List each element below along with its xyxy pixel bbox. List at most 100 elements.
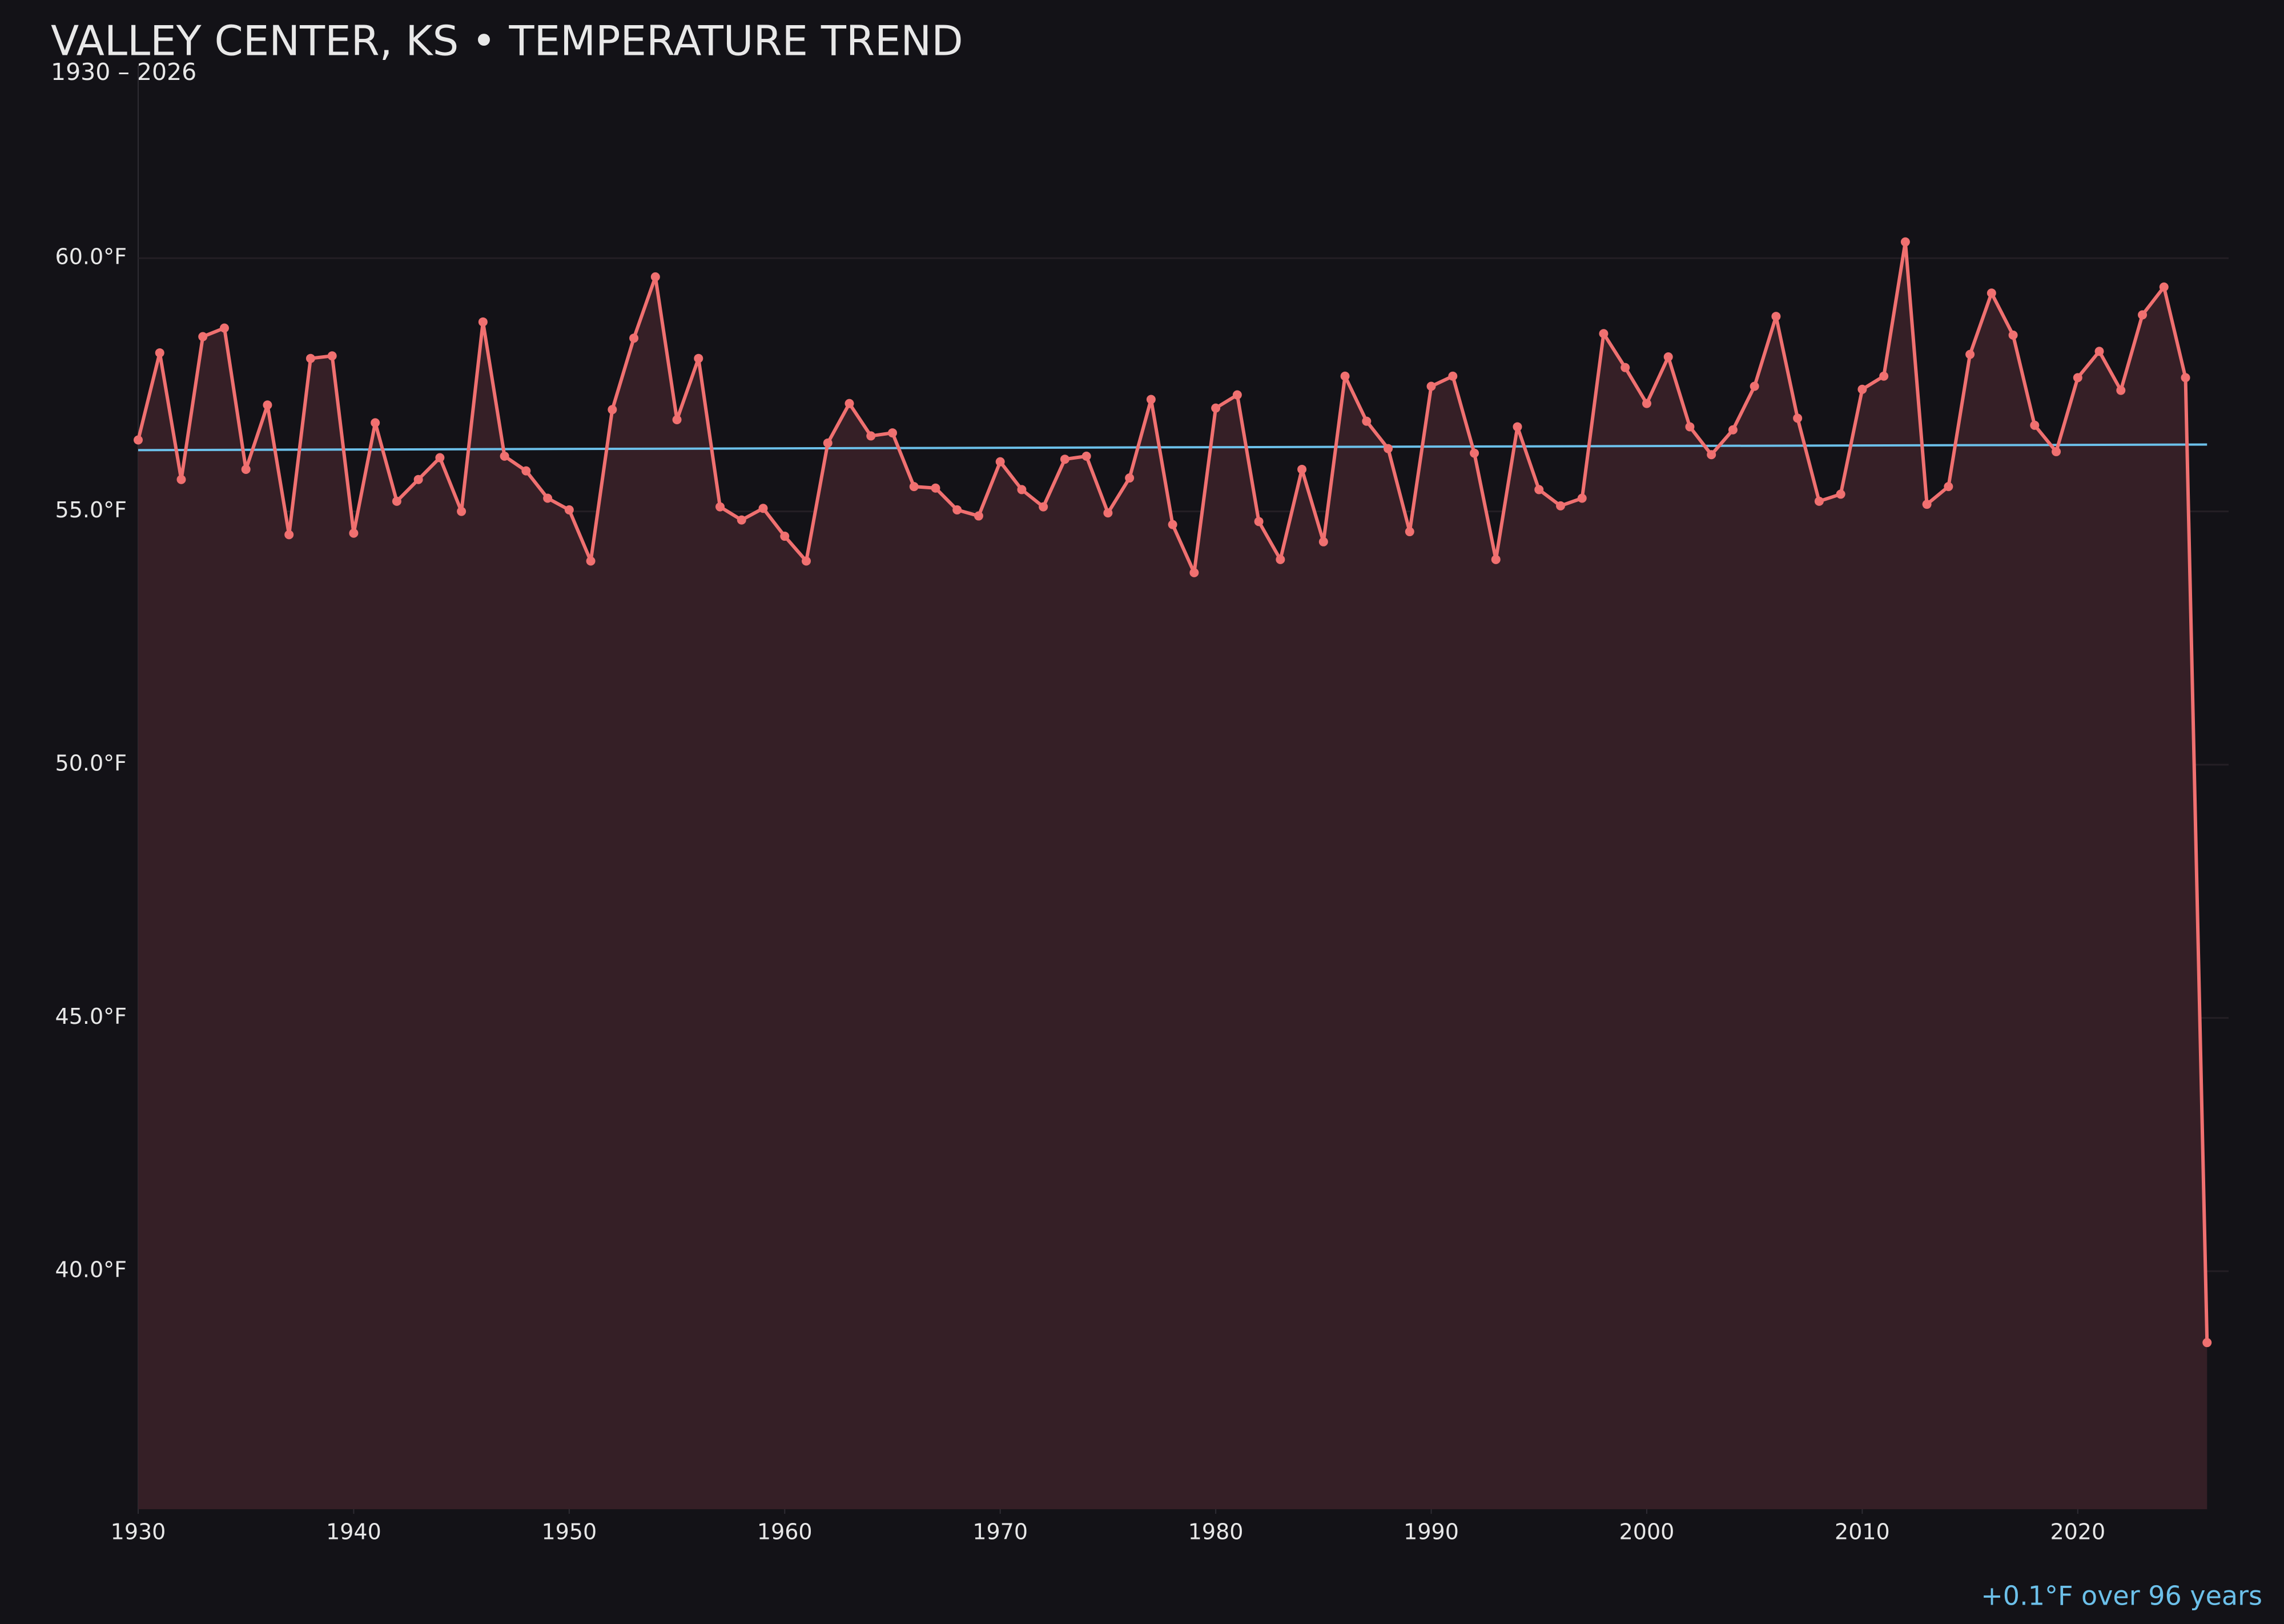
- data-point: [1081, 451, 1091, 461]
- data-point: [564, 505, 574, 514]
- data-point: [349, 528, 359, 538]
- data-point: [1642, 399, 1651, 408]
- trend-annotation: +0.1°F over 96 years: [1981, 1581, 2262, 1611]
- data-point: [521, 466, 531, 476]
- x-tick-label: 1990: [1404, 1520, 1459, 1545]
- data-point: [845, 399, 854, 408]
- y-tick-label: 45.0°F: [55, 1004, 127, 1029]
- data-point: [1340, 371, 1350, 381]
- data-point: [1987, 288, 1996, 298]
- data-point: [758, 504, 768, 513]
- data-point: [284, 530, 294, 540]
- data-point: [1168, 520, 1177, 529]
- data-point: [866, 431, 876, 441]
- data-point: [1017, 485, 1027, 495]
- data-point: [737, 515, 746, 525]
- data-point: [802, 556, 811, 566]
- data-point: [134, 435, 143, 445]
- data-point: [1663, 352, 1673, 362]
- data-point: [1448, 371, 1458, 381]
- data-point: [1513, 422, 1522, 432]
- data-point: [1318, 537, 1328, 546]
- data-point: [780, 532, 790, 541]
- data-point: [1879, 371, 1889, 381]
- data-point: [2202, 1338, 2212, 1348]
- data-point: [327, 351, 337, 361]
- data-point: [1620, 363, 1630, 372]
- data-point: [931, 483, 940, 493]
- data-point: [1060, 455, 1069, 464]
- data-point: [2159, 282, 2169, 292]
- data-point: [219, 323, 229, 333]
- data-point: [1211, 403, 1221, 413]
- data-point: [263, 400, 272, 410]
- data-point: [241, 464, 251, 474]
- data-point: [2094, 347, 2104, 356]
- data-point: [909, 482, 919, 492]
- data-point: [1189, 568, 1199, 577]
- x-tick-label: 2000: [1619, 1520, 1675, 1545]
- x-tick-label: 2010: [1835, 1520, 1890, 1545]
- x-tick-label: 1960: [757, 1520, 813, 1545]
- data-point: [672, 415, 682, 425]
- data-point: [1750, 381, 1759, 391]
- data-point: [1685, 422, 1695, 432]
- data-point: [1039, 502, 1048, 512]
- x-tick-label: 1980: [1188, 1520, 1244, 1545]
- data-point: [1426, 381, 1436, 391]
- trend-line: [138, 443, 2207, 452]
- x-tick-label: 2020: [2050, 1520, 2105, 1545]
- data-point: [500, 451, 509, 461]
- y-tick-label: 50.0°F: [55, 751, 127, 776]
- data-point: [694, 353, 703, 363]
- data-point: [1965, 349, 1975, 359]
- y-tick-label: 40.0°F: [55, 1257, 127, 1283]
- data-point: [1728, 425, 1738, 435]
- data-point: [1232, 390, 1242, 400]
- data-point: [586, 556, 596, 566]
- x-tick-label: 1930: [111, 1520, 166, 1545]
- data-point: [715, 502, 725, 512]
- chart-subtitle: 1930 – 2026: [51, 58, 196, 86]
- data-point: [650, 272, 660, 282]
- data-point: [392, 496, 401, 506]
- data-point: [478, 317, 488, 327]
- data-point: [1707, 450, 1716, 460]
- x-tick-label: 1940: [326, 1520, 381, 1545]
- data-point: [1599, 329, 1609, 339]
- data-point: [1944, 482, 1953, 492]
- data-point: [2073, 373, 2082, 383]
- data-point: [1103, 508, 1113, 518]
- data-point: [629, 333, 639, 343]
- data-point: [305, 353, 315, 363]
- data-point: [1555, 501, 1565, 510]
- data-point: [198, 332, 208, 341]
- data-point: [974, 511, 983, 521]
- data-point: [2030, 420, 2040, 430]
- data-point: [2116, 385, 2126, 395]
- data-point: [1771, 312, 1781, 321]
- data-point: [543, 493, 553, 503]
- data-point: [952, 505, 962, 514]
- data-point: [457, 507, 467, 516]
- data-point: [1146, 395, 1156, 404]
- data-point: [823, 438, 833, 448]
- data-point: [1577, 493, 1587, 503]
- data-point: [1297, 464, 1307, 474]
- data-point: [1793, 413, 1803, 423]
- x-tick-label: 1970: [972, 1520, 1028, 1545]
- data-point: [1814, 496, 1824, 506]
- data-point: [608, 405, 617, 415]
- data-point: [1900, 237, 1910, 247]
- y-tick-label: 55.0°F: [55, 497, 127, 522]
- data-point: [1276, 554, 1285, 564]
- data-point: [2181, 373, 2190, 383]
- data-point: [371, 418, 380, 428]
- chart-title: VALLEY CENTER, KS • TEMPERATURE TREND: [51, 17, 963, 65]
- data-point: [2052, 447, 2061, 456]
- data-point: [1491, 554, 1501, 564]
- data-point: [1405, 527, 1414, 537]
- data-point: [435, 453, 445, 463]
- data-point: [1857, 384, 1867, 394]
